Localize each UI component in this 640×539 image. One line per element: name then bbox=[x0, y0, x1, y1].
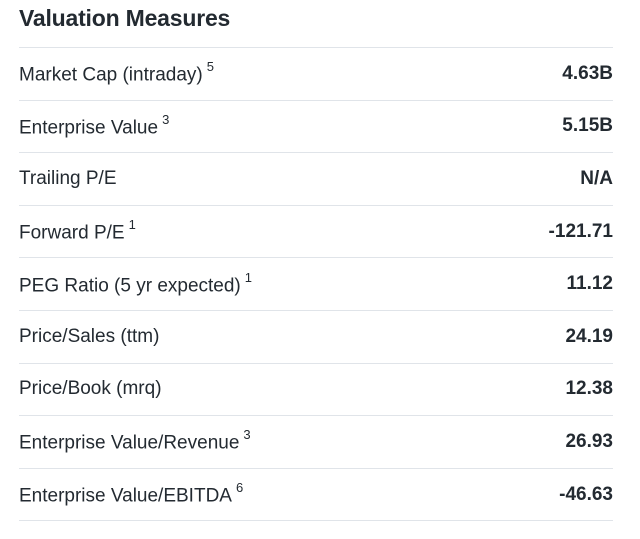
table-row-peg-ratio: PEG Ratio (5 yr expected) 1 11.12 bbox=[19, 258, 613, 311]
row-label: Forward P/E 1 bbox=[19, 216, 136, 244]
footnote-marker: 1 bbox=[128, 216, 136, 232]
table-row-forward-pe: Forward P/E 1 -121.71 bbox=[19, 206, 613, 259]
row-label-text: Enterprise Value bbox=[19, 117, 159, 139]
row-value: N/A bbox=[580, 167, 613, 189]
row-label: Enterprise Value 3 bbox=[19, 111, 170, 139]
valuation-table: Market Cap (intraday) 5 4.63B Enterprise … bbox=[19, 47, 613, 522]
row-label-text: Enterprise Value/EBITDA bbox=[19, 485, 232, 507]
footnote-marker: 5 bbox=[206, 59, 214, 75]
footnote-marker: 6 bbox=[235, 479, 244, 495]
footnote-marker: 3 bbox=[162, 111, 170, 127]
row-label: Market Cap (intraday) 5 bbox=[19, 59, 214, 86]
row-value: 12.38 bbox=[565, 378, 613, 400]
row-label: Price/Book (mrq) bbox=[19, 378, 162, 400]
table-row-ev-revenue: Enterprise Value/Revenue 3 26.93 bbox=[19, 416, 613, 469]
table-row-price-book: Price/Book (mrq) 12.38 bbox=[19, 364, 613, 417]
table-row-ev-ebitda: Enterprise Value/EBITDA 6 -46.63 bbox=[19, 469, 613, 522]
row-label: Price/Sales (ttm) bbox=[19, 326, 159, 348]
footnote-marker: 1 bbox=[244, 269, 252, 285]
row-value: -121.71 bbox=[548, 220, 613, 242]
row-value: 26.93 bbox=[565, 430, 613, 452]
row-value: 24.19 bbox=[565, 325, 613, 347]
section-title: Valuation Measures bbox=[19, 5, 231, 31]
table-row-market-cap: Market Cap (intraday) 5 4.63B bbox=[19, 48, 613, 101]
table-row-trailing-pe: Trailing P/E N/A bbox=[19, 153, 613, 206]
row-value: -46.63 bbox=[559, 483, 613, 505]
row-label-text: Price/Book (mrq) bbox=[19, 378, 162, 400]
footnote-marker: 3 bbox=[243, 427, 251, 443]
row-label-text: Market Cap (intraday) bbox=[19, 64, 203, 86]
row-label-text: PEG Ratio (5 yr expected) bbox=[19, 274, 241, 296]
row-label-text: Forward P/E bbox=[19, 222, 125, 244]
row-value: 11.12 bbox=[566, 273, 614, 295]
row-label-text: Enterprise Value/Revenue bbox=[19, 432, 240, 454]
row-label: Enterprise Value/EBITDA 6 bbox=[19, 479, 244, 507]
row-label-text: Trailing P/E bbox=[19, 167, 117, 189]
table-row-enterprise-value: Enterprise Value 3 5.15B bbox=[19, 101, 613, 154]
row-label: PEG Ratio (5 yr expected) 1 bbox=[19, 269, 252, 297]
row-value: 5.15B bbox=[562, 115, 613, 137]
row-label-text: Price/Sales (ttm) bbox=[19, 325, 160, 347]
row-value: 4.63B bbox=[562, 62, 613, 84]
table-row-price-sales: Price/Sales (ttm) 24.19 bbox=[19, 311, 613, 364]
row-label: Trailing P/E bbox=[19, 168, 117, 190]
row-label: Enterprise Value/Revenue 3 bbox=[19, 427, 251, 454]
